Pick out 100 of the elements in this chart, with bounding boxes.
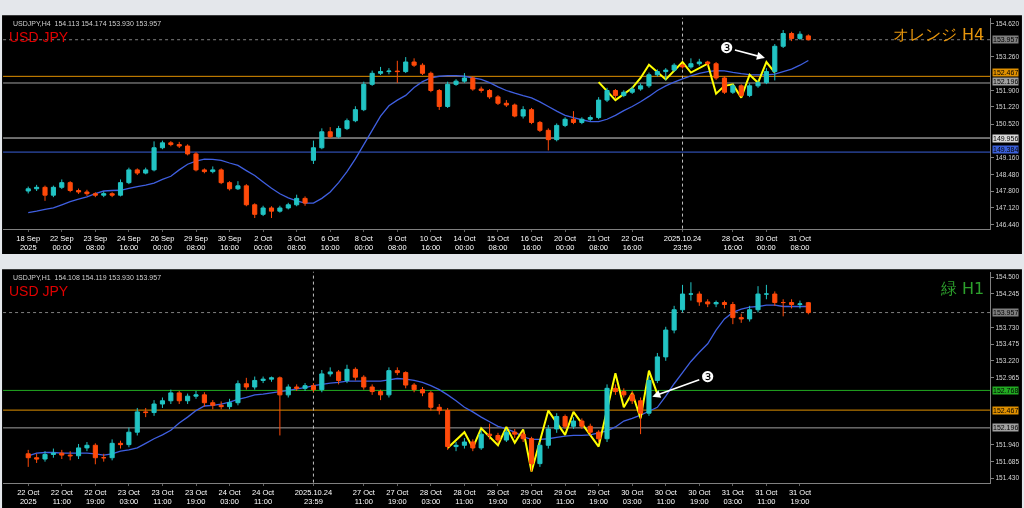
candlestick bbox=[772, 290, 778, 307]
candlestick bbox=[235, 379, 241, 406]
candlestick bbox=[201, 167, 207, 174]
candlestick bbox=[528, 436, 535, 472]
candlestick bbox=[159, 140, 165, 150]
candlestick bbox=[461, 72, 467, 84]
candlestick bbox=[34, 453, 40, 464]
candlestick bbox=[528, 107, 535, 125]
candlestick bbox=[747, 82, 753, 98]
candlestick bbox=[210, 165, 216, 174]
candlestick bbox=[419, 386, 426, 397]
candlestick bbox=[789, 298, 795, 309]
candlestick bbox=[646, 72, 652, 89]
candlestick bbox=[688, 281, 694, 302]
candlestick bbox=[201, 391, 207, 408]
candlestick bbox=[789, 31, 795, 42]
candlestick bbox=[663, 67, 669, 81]
candlestick bbox=[109, 191, 115, 198]
candlestick bbox=[638, 82, 644, 92]
candlestick bbox=[730, 83, 736, 95]
candlestick bbox=[755, 285, 761, 313]
candlestick bbox=[268, 205, 275, 219]
candlestick bbox=[545, 424, 551, 450]
candlestick bbox=[394, 60, 400, 84]
candlestick bbox=[503, 99, 509, 108]
candlestick bbox=[126, 427, 132, 448]
candlestick bbox=[537, 441, 543, 468]
candlestick bbox=[302, 382, 308, 392]
candlestick bbox=[369, 70, 375, 87]
candlestick bbox=[352, 366, 358, 381]
candlestick bbox=[185, 143, 191, 156]
candlestick bbox=[763, 284, 769, 300]
candlestick bbox=[67, 180, 73, 193]
candlestick bbox=[478, 86, 484, 94]
candlestick bbox=[243, 183, 249, 207]
candlestick bbox=[59, 178, 65, 190]
candlestick bbox=[780, 298, 786, 317]
candlestick bbox=[612, 383, 618, 396]
candlestick bbox=[579, 417, 585, 430]
candlestick bbox=[503, 428, 509, 443]
candlestick bbox=[461, 437, 467, 450]
candlestick bbox=[805, 33, 811, 41]
candlestick bbox=[646, 376, 652, 417]
candlestick bbox=[227, 180, 233, 192]
candlestick bbox=[235, 180, 241, 191]
candlestick bbox=[411, 382, 417, 393]
candlestick bbox=[285, 202, 291, 210]
candlestick bbox=[109, 438, 115, 461]
candlestick bbox=[386, 366, 392, 398]
annotation: ❸ bbox=[701, 368, 715, 386]
candlestick bbox=[537, 120, 543, 133]
candlestick bbox=[453, 441, 459, 452]
candlestick bbox=[394, 366, 400, 376]
candlestick bbox=[277, 205, 283, 214]
candlestick bbox=[151, 399, 157, 417]
candlestick bbox=[50, 185, 56, 198]
candlestick bbox=[579, 116, 585, 125]
candlestick bbox=[185, 393, 191, 405]
candlestick bbox=[638, 396, 644, 435]
candlestick bbox=[126, 167, 132, 185]
candlestick bbox=[352, 105, 358, 123]
candlestick bbox=[747, 305, 753, 323]
candlestick bbox=[101, 453, 107, 463]
candlestick bbox=[268, 376, 275, 383]
candlestick bbox=[76, 443, 82, 460]
candlestick bbox=[604, 87, 610, 103]
candlestick bbox=[168, 140, 174, 147]
candlestick bbox=[260, 205, 266, 217]
candlestick bbox=[520, 431, 526, 443]
candlestick bbox=[520, 105, 526, 120]
candlestick bbox=[403, 370, 409, 389]
candlestick bbox=[696, 58, 702, 67]
candlestick bbox=[587, 423, 593, 436]
candlestick bbox=[25, 186, 31, 194]
candlestick bbox=[470, 438, 476, 452]
candlestick bbox=[755, 79, 761, 89]
candlestick bbox=[361, 374, 367, 391]
candlestick bbox=[570, 110, 577, 125]
candlestick bbox=[76, 188, 82, 195]
candlestick bbox=[134, 407, 140, 436]
candlestick bbox=[344, 364, 350, 384]
candlestick bbox=[117, 440, 124, 450]
candlestick bbox=[327, 366, 333, 378]
candlestick bbox=[218, 400, 224, 410]
candlestick bbox=[42, 185, 48, 202]
candlestick bbox=[554, 412, 560, 434]
candlestick bbox=[327, 126, 333, 139]
candlestick bbox=[252, 202, 258, 219]
candlestick bbox=[294, 194, 300, 207]
candlestick bbox=[713, 61, 719, 81]
candlestick bbox=[134, 167, 140, 176]
candlestick bbox=[679, 63, 686, 70]
candlestick bbox=[193, 390, 199, 400]
candlestick bbox=[705, 60, 711, 67]
candlestick bbox=[428, 390, 434, 412]
candlestick bbox=[294, 383, 300, 392]
candlestick bbox=[470, 75, 476, 92]
candlestick bbox=[436, 403, 442, 416]
candlestick bbox=[277, 376, 283, 436]
candlestick bbox=[570, 416, 577, 430]
